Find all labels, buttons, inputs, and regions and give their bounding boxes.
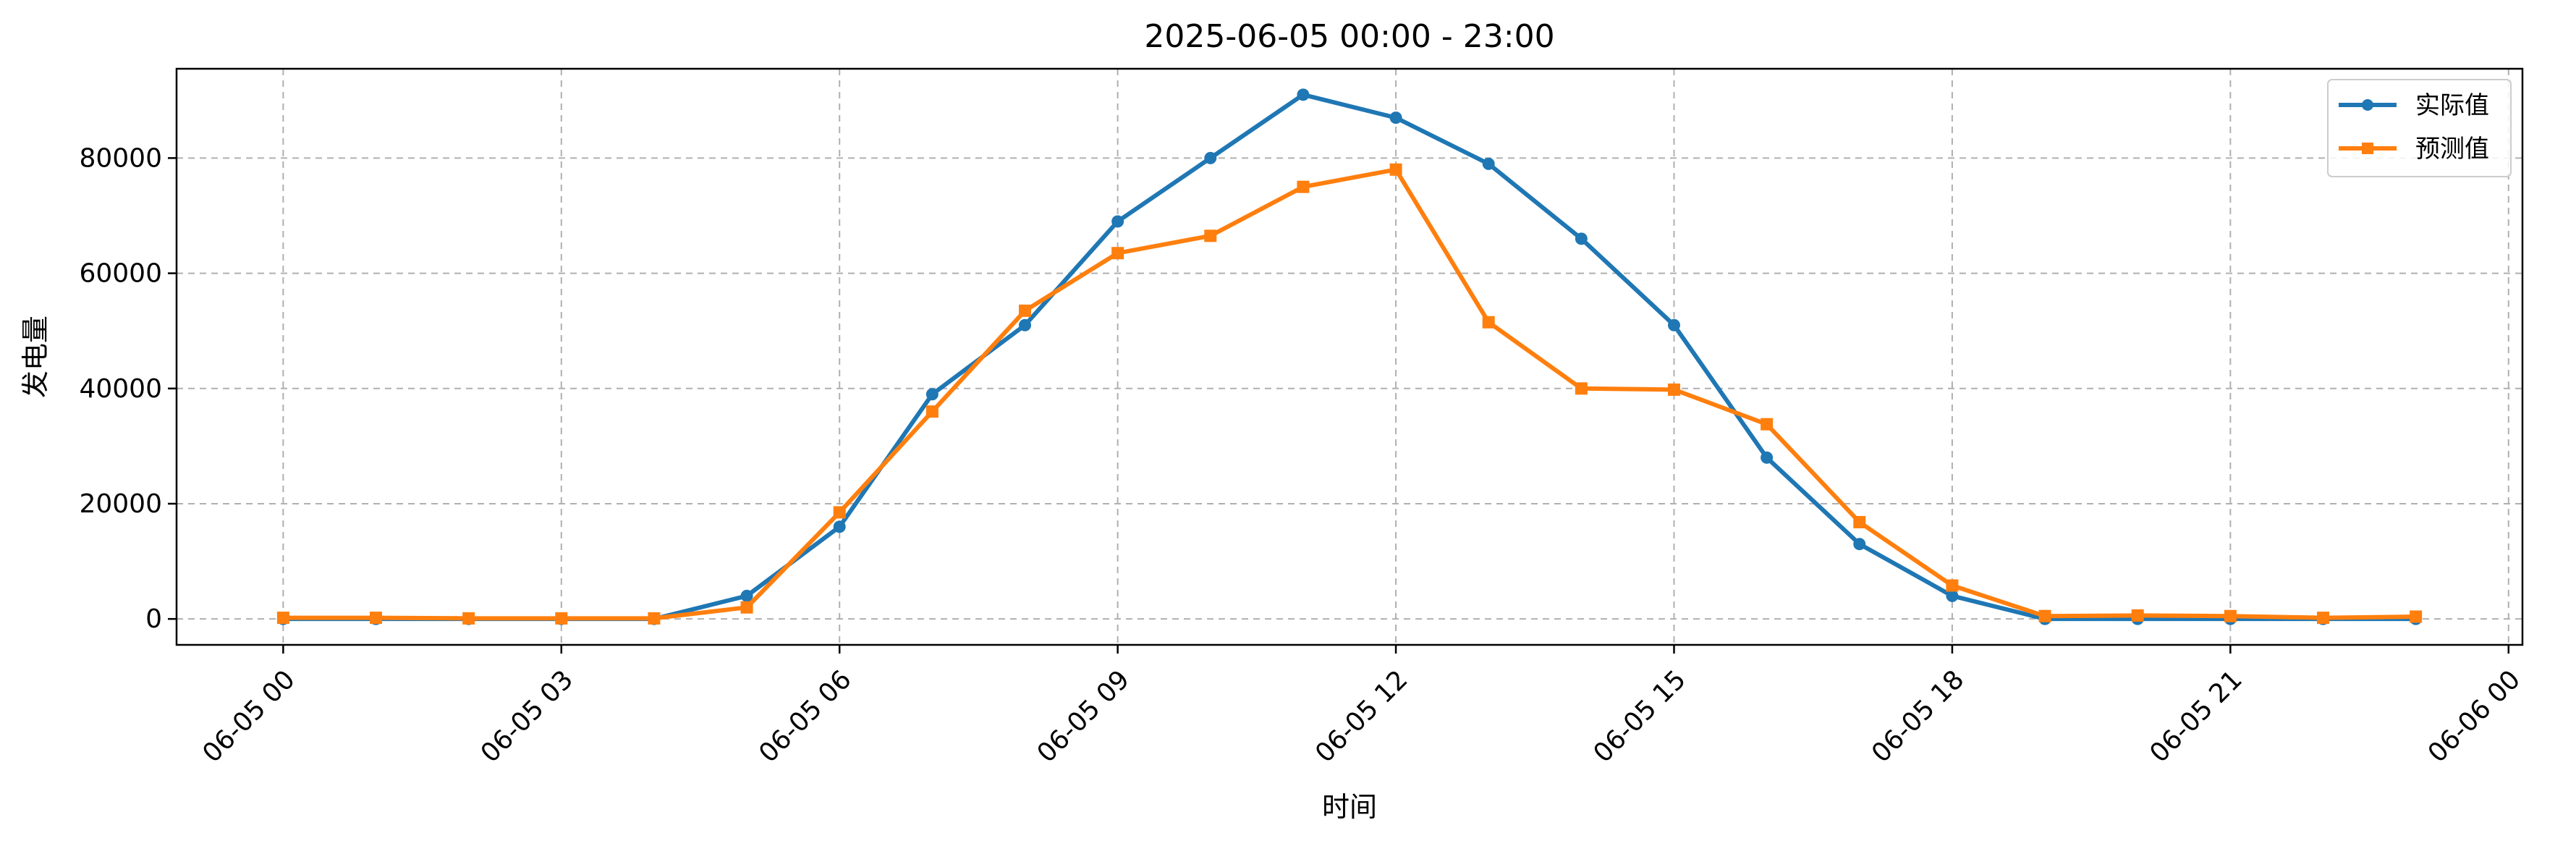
data-point-0 [925,388,939,401]
data-point-1 [833,506,846,519]
data-point-1 [1482,316,1495,329]
data-point-1 [1204,229,1217,242]
data-point-1 [1297,180,1310,193]
data-point-1 [925,405,939,418]
data-point-1 [2038,609,2051,622]
y-axis-label: 发电量 [20,316,51,398]
x-tick-label: 06-05 12 [1310,664,1413,768]
x-tick-label: 06-05 09 [1032,664,1135,768]
data-point-1 [2410,610,2423,623]
data-point-1 [1667,383,1680,396]
data-point-1 [740,601,753,614]
data-point-1 [1389,163,1402,176]
grid-lines [177,69,2522,645]
data-point-1 [370,612,383,625]
legend: 实际值 预测值 [2327,79,2512,177]
data-point-1 [1575,382,1588,395]
axis-ticks: 06-05 00 06-05 03 06-05 06 06-05 09 06-05 12… [79,143,2526,769]
series-line-1 [283,167,2416,621]
data-point-0 [1946,589,1959,602]
data-point-0 [1761,451,1774,464]
chart-title: 2025-06-05 00:00 - 23:00 [1144,18,1554,55]
x-tick-label: 06-05 06 [753,664,857,768]
data-point-1 [276,612,289,625]
data-point-1 [1019,304,1032,317]
data-point-0 [1389,111,1402,124]
data-point-1 [1761,418,1774,431]
x-tick-label: 06-05 21 [2144,664,2247,768]
data-point-1 [2131,609,2144,622]
x-axis-label: 时间 [1322,791,1377,823]
x-tick-label: 06-06 00 [2423,664,2526,768]
x-tick-label: 06-05 15 [1588,664,1692,768]
y-tick-label: 40000 [79,374,162,404]
series-line-0 [283,92,2416,622]
x-tick-label: 06-05 00 [197,664,300,768]
data-point-0 [740,589,753,602]
data-point-0 [1853,538,1866,551]
legend-marker-actual [2362,99,2373,111]
data-point-0 [1482,157,1495,170]
x-tick-label: 06-05 03 [475,664,579,768]
y-tick-label: 80000 [79,143,162,173]
data-point-1 [1111,247,1124,260]
legend-label-forecast: 预测值 [2415,135,2489,164]
series-layer [276,88,2423,625]
data-point-1 [1853,515,1866,528]
data-point-1 [648,612,661,625]
data-point-0 [1019,318,1032,331]
plot-frame [175,67,2524,646]
data-point-1 [2316,612,2329,625]
legend-marker-forecast [2362,143,2373,154]
data-point-1 [2224,609,2237,622]
data-point-0 [1204,151,1217,164]
y-tick-label: 20000 [79,489,162,519]
data-point-1 [462,612,475,625]
y-tick-label: 60000 [79,259,162,289]
data-point-0 [1575,232,1588,245]
data-point-0 [1297,88,1310,101]
data-point-0 [833,520,846,533]
data-point-0 [1111,215,1124,228]
y-tick-label: 0 [145,604,162,634]
data-point-1 [555,612,568,625]
data-point-1 [1946,579,1959,592]
data-point-0 [1667,318,1680,331]
x-tick-label: 06-05 18 [1866,664,1970,768]
legend-label-actual: 实际值 [2415,91,2489,120]
